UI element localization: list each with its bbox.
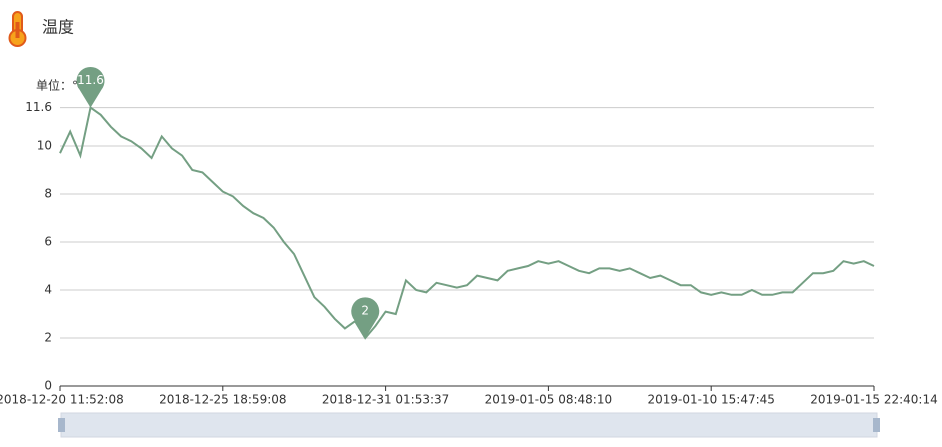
mark-pin <box>76 66 105 108</box>
mark-pin-label: 11.6 <box>77 73 104 87</box>
y-tick-label: 6 <box>44 235 52 249</box>
series-line <box>59 105 875 340</box>
y-tick-label: 0 <box>44 379 52 393</box>
x-tick-label: 2018-12-25 18:59:08 <box>159 393 286 407</box>
y-tick-label: 10 <box>37 139 52 153</box>
chart-title: 温度 <box>42 18 74 37</box>
y-tick-label: 2 <box>44 331 52 345</box>
y-tick-label: 8 <box>44 187 52 201</box>
thermometer-icon <box>8 11 27 47</box>
mark-pin-label: 2 <box>361 304 369 318</box>
x-tick-label: 2019-01-05 08:48:10 <box>485 393 612 407</box>
data-zoom[interactable] <box>58 412 880 438</box>
y-tick-label: 4 <box>44 283 52 297</box>
mark-pin <box>351 297 380 338</box>
x-tick-label: 2018-12-31 01:53:37 <box>322 393 449 407</box>
x-tick-label: 2019-01-15 22:40:14 <box>810 393 937 407</box>
x-tick-label: 2018-12-20 11:52:08 <box>0 393 124 407</box>
x-tick-label: 2019-01-10 15:47:45 <box>647 393 774 407</box>
y-tick-label: 11.6 <box>25 100 52 114</box>
unit-label: 单位：℃ <box>36 78 85 93</box>
